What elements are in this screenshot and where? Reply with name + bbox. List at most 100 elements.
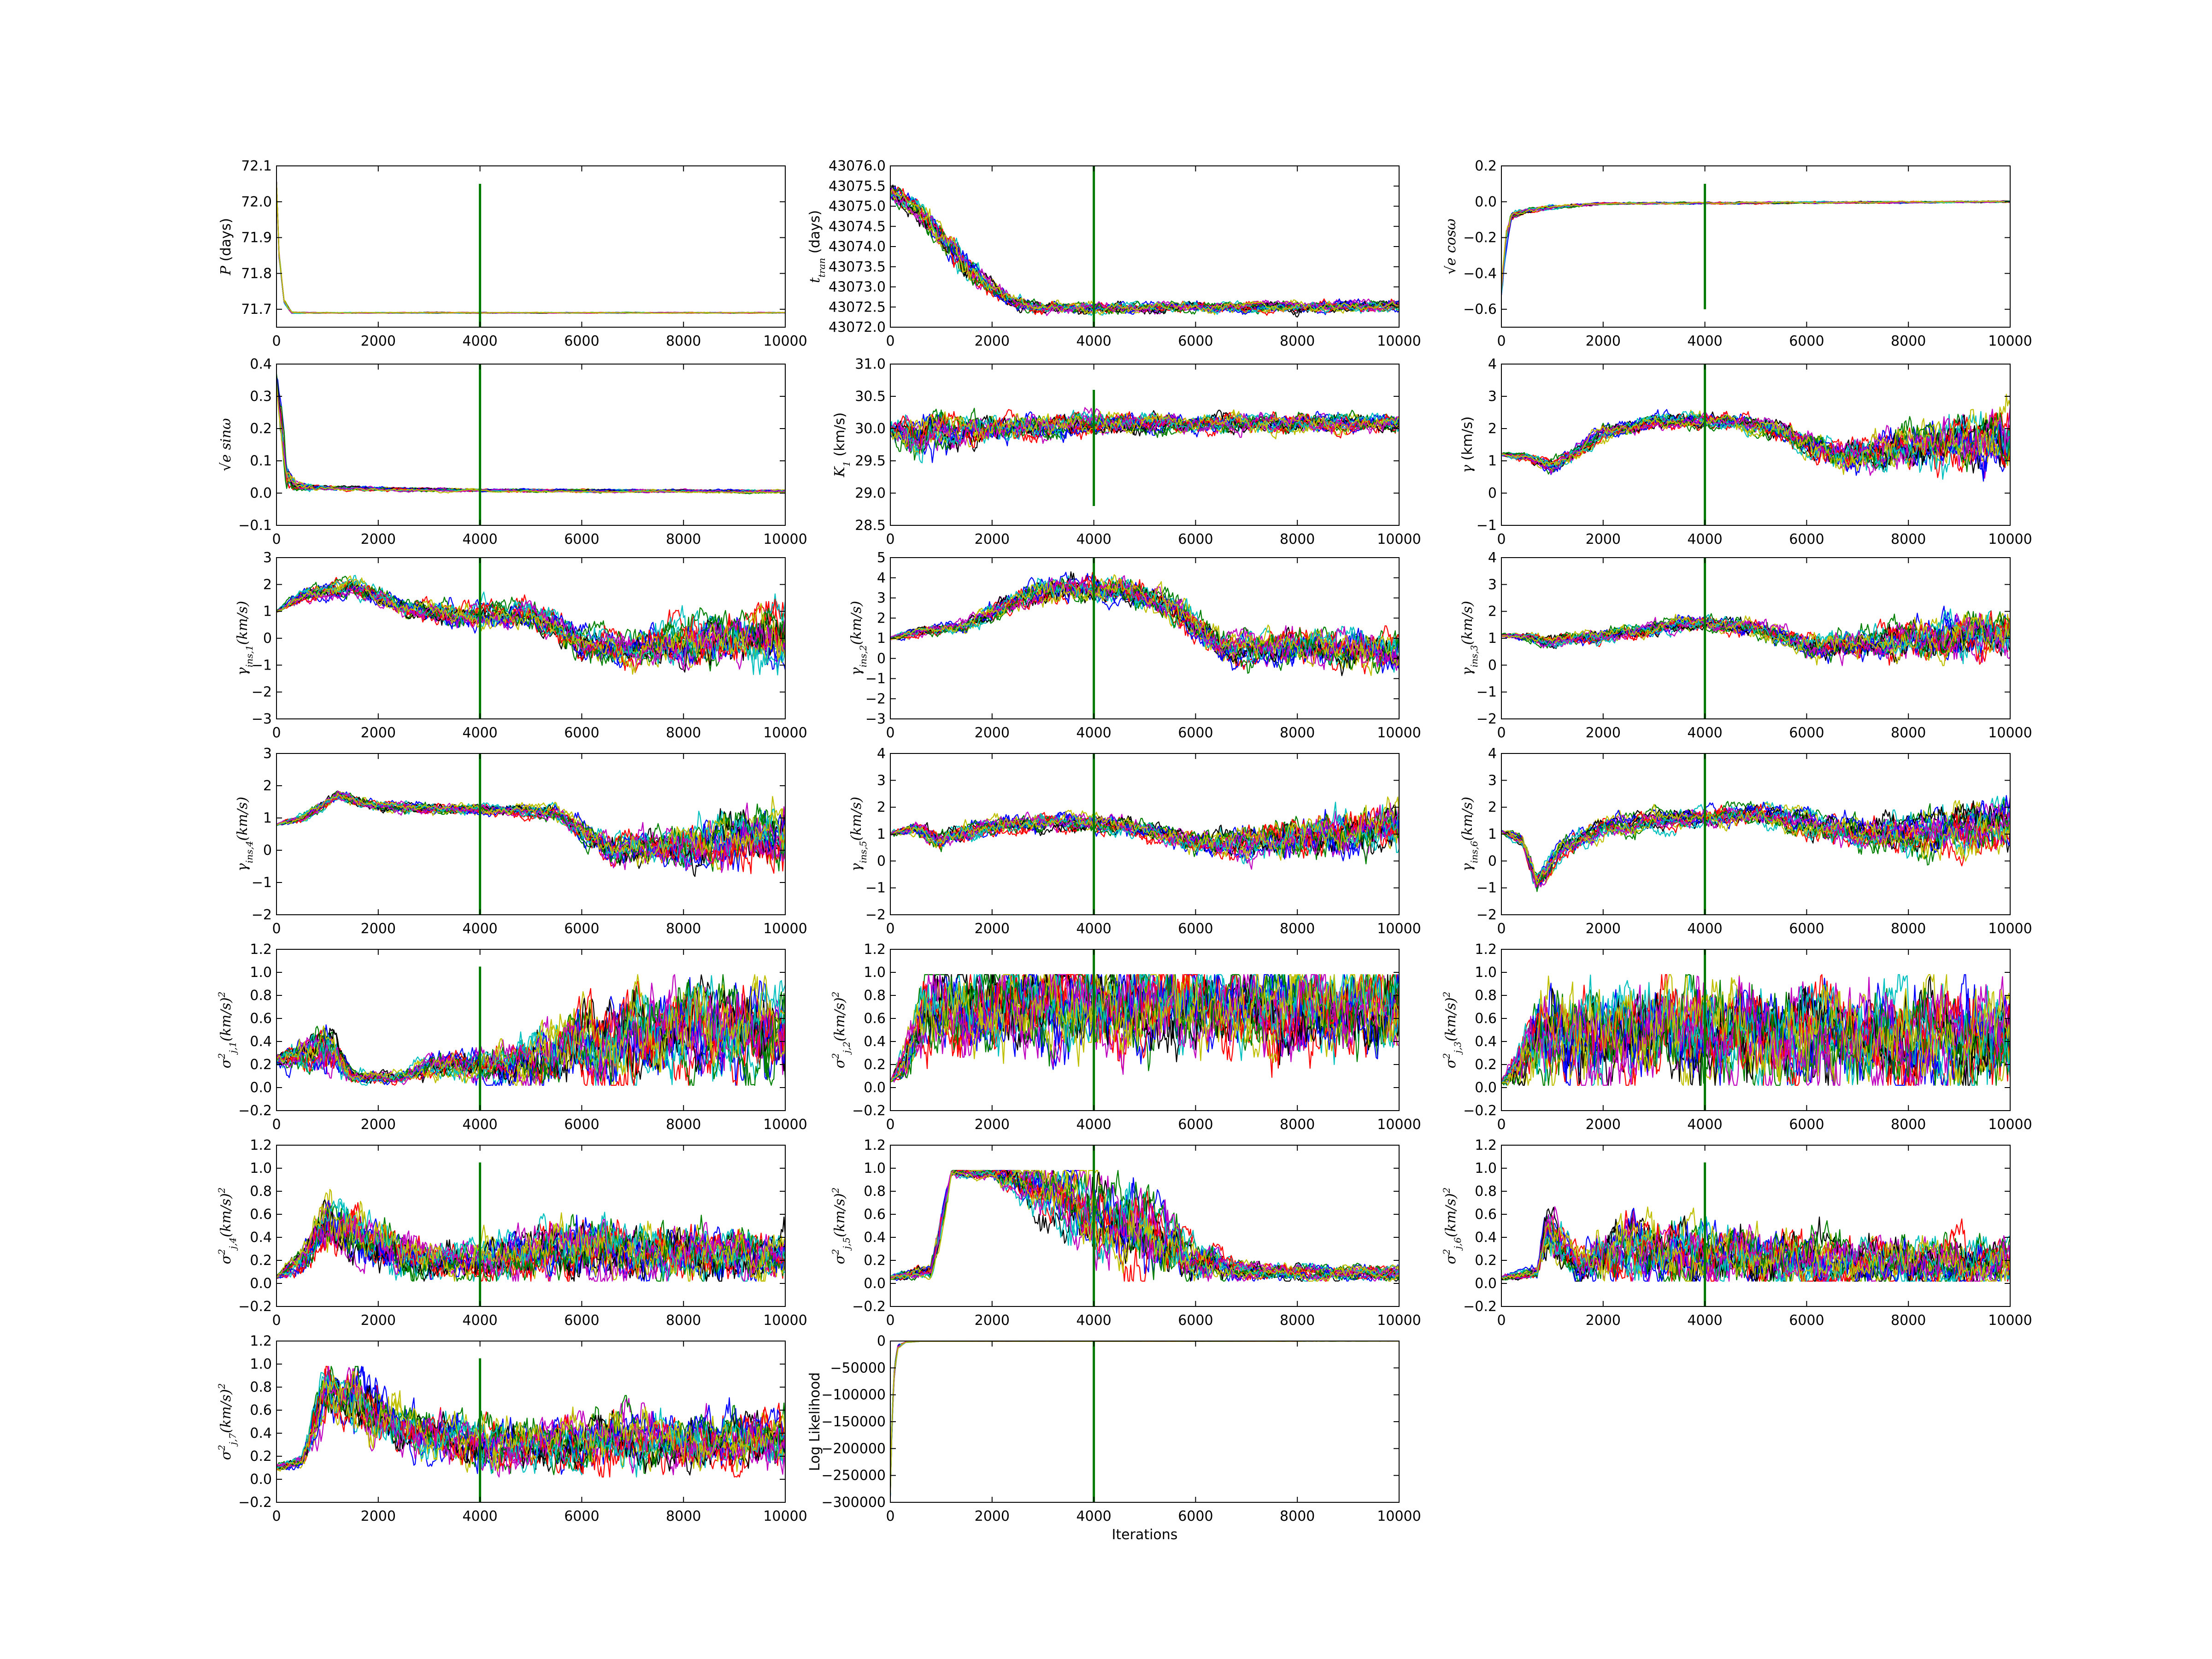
axes-frame [890,364,1400,526]
y-tick-label: −1 [252,657,272,673]
series-group [276,373,785,494]
x-tick-label: 10000 [1377,1117,1421,1133]
series-line-18 [1501,200,2010,294]
y-tick-label: 2 [263,577,272,593]
series-line-20 [1501,614,2010,666]
series-line-20 [1501,1221,2010,1282]
y-tick-label: 0.4 [864,1230,886,1246]
series-line-19 [890,1341,1399,1493]
series-line-5 [890,186,1399,316]
y-tick-label: 1.2 [250,1333,272,1349]
series-line-9 [276,182,785,314]
x-tick-label: 6000 [1789,1312,1824,1329]
series-line-4 [276,183,785,314]
x-tick-label: 2000 [1586,333,1621,349]
y-tick-label: 0.2 [1475,1253,1497,1269]
series-line-20 [1501,975,2010,1086]
series-line-2 [1501,200,2010,295]
series-line-8 [276,378,785,493]
y-tick-label: −0.2 [1463,1299,1497,1315]
y-tick-label: 0.0 [1475,194,1497,210]
y-axis-label: γins,4(km/s) [235,797,255,871]
y-tick-label: 0.4 [250,356,272,372]
y-tick-label: −100000 [821,1387,886,1403]
y-axis-label: γins,3(km/s) [1459,601,1480,676]
y-axis-label: σ2j,4(km/s)2 [216,1188,238,1265]
series-line-16 [890,1170,1399,1282]
x-tick-label: 0 [1497,531,1506,547]
series-line-19 [1501,1206,2010,1282]
x-tick-label: 8000 [1891,531,1926,547]
x-tick-label: 2000 [975,1117,1010,1133]
x-tick-label: 6000 [1789,1117,1824,1133]
x-tick-label: 2000 [1586,725,1621,741]
axes-frame [1501,364,2011,526]
x-tick-label: 8000 [1891,725,1926,741]
y-tick-label: 1.0 [1475,1160,1497,1177]
y-tick-label: −2 [252,684,272,700]
series-line-7 [890,1341,1399,1495]
series-line-6 [890,1341,1399,1493]
x-tick-label: 6000 [1178,921,1213,937]
y-tick-label: 0.8 [1475,988,1497,1004]
x-tick-label: 10000 [1377,921,1421,937]
x-tick-label: 8000 [1891,1117,1926,1133]
axes-frame [276,1341,786,1503]
series-line-6 [276,182,785,314]
y-tick-label: 71.7 [241,301,272,318]
series-line-17 [1501,200,2010,291]
y-tick-label: 0.2 [250,421,272,437]
x-axis-label: Iterations [1112,1527,1178,1543]
series-line-20 [276,182,785,314]
series-line-2 [276,380,785,493]
x-tick-label: 4000 [1076,531,1111,547]
axes-frame [276,949,786,1111]
y-tick-label: 31.0 [855,356,886,372]
series-group [276,790,785,877]
y-tick-label: 3 [1488,388,1497,405]
x-tick-label: 6000 [564,333,599,349]
series-line-17 [890,1341,1399,1494]
y-axis-label: σ2j,3(km/s)2 [1441,992,1463,1069]
y-tick-label: 0.8 [864,988,886,1004]
x-tick-label: 6000 [1178,1117,1213,1133]
axes-frame [276,1145,786,1307]
series-line-17 [890,407,1399,454]
series-line-20 [1501,394,2010,471]
series-group [890,184,1399,318]
panel-gamma_ins3: 0 2000 4000 6000 8000 10000 −2 −1 0 1 2 3 4 γins,3(km… [1459,550,2032,741]
series-group [1501,1206,2010,1282]
series-line-11 [890,185,1399,313]
y-tick-label: −0.2 [1463,1103,1497,1119]
series-line-20 [890,1170,1399,1282]
y-tick-label: 1 [1488,826,1497,842]
y-tick-label: −200000 [821,1441,886,1457]
series-line-17 [1501,413,2010,472]
series-line-13 [890,1341,1399,1494]
y-tick-label: 2 [877,610,886,626]
x-tick-label: 8000 [1280,725,1315,741]
x-tick-label: 8000 [666,1508,701,1524]
y-tick-label: 1.0 [864,1160,886,1177]
x-tick-label: 10000 [1377,725,1421,741]
series-line-16 [890,807,1399,859]
series-line-16 [890,1341,1399,1494]
y-axis-label: γins,5(km/s) [848,797,869,871]
y-tick-label: 4 [877,570,886,586]
series-line-8 [276,184,785,314]
x-tick-label: 2000 [361,1508,396,1524]
series-line-1 [890,1341,1399,1484]
series-line-13 [276,381,785,494]
x-tick-label: 8000 [666,1117,701,1133]
series-group [1501,795,2010,892]
series-line-20 [276,575,785,675]
series-line-20 [276,1371,785,1472]
y-axis-label: γins,2(km/s) [848,601,869,676]
y-tick-label: 5 [877,550,886,566]
x-tick-label: 10000 [1988,921,2032,937]
x-tick-label: 0 [886,1312,894,1329]
series-line-17 [276,1365,785,1469]
panel-sqrt_ecos: 0 2000 4000 6000 8000 10000 −0.6 −0.4 −0.2 0.0 0.2… [1443,158,2032,349]
x-tick-label: 10000 [763,921,807,937]
x-tick-label: 8000 [666,1312,701,1329]
